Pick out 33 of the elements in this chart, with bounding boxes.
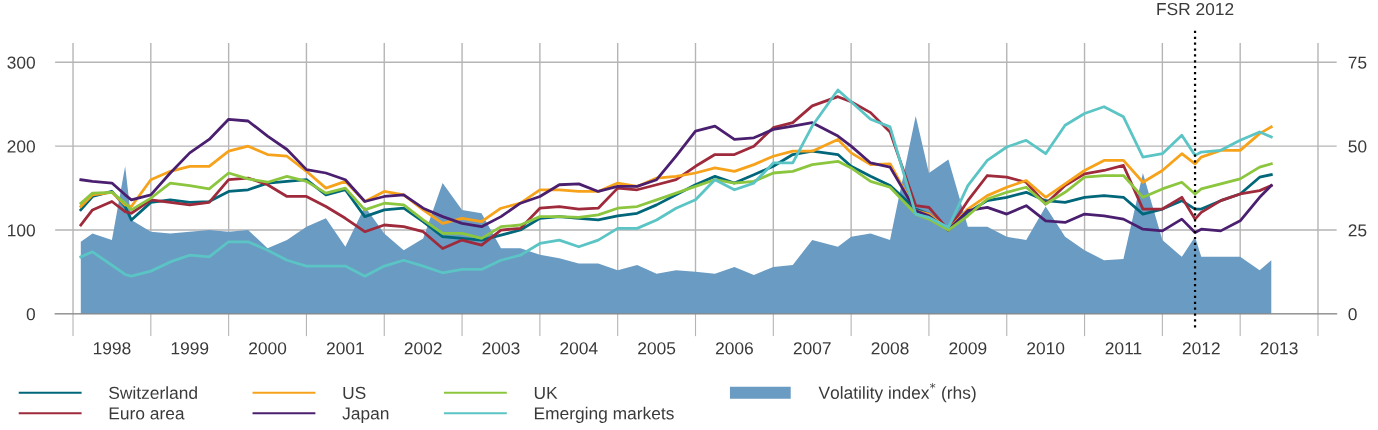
y2-tick-label: 25 (1348, 224, 1367, 237)
x-tick-label: 2011 (1105, 342, 1142, 355)
legend-label: Japan (342, 407, 389, 423)
y-tick-label: 100 (8, 224, 35, 237)
legend-label: US (343, 386, 366, 400)
x-tick-label: 2005 (638, 342, 676, 355)
x-tick-label: 2012 (1182, 342, 1220, 355)
x-tick-label: 2000 (249, 342, 287, 355)
x-tick-label: 1998 (93, 342, 131, 355)
legend-label: Switzerland (109, 386, 197, 400)
x-tick-label: 2009 (949, 342, 987, 355)
y2-tick-label: 0 (1348, 308, 1357, 321)
line-series (79, 88, 1273, 278)
x-tick-label: 2007 (793, 342, 831, 355)
x-tick-label: 2013 (1260, 342, 1298, 355)
y2-tick-label: 50 (1348, 140, 1367, 153)
x-tick-label: 2004 (560, 342, 598, 355)
x-tick-label: 1999 (171, 342, 209, 355)
x-tick-label: 2001 (326, 342, 364, 355)
x-tick-label: 2008 (871, 342, 909, 355)
x-tick-label: 2003 (482, 342, 520, 355)
x-tick-label: 2010 (1027, 342, 1065, 355)
legend-label: Emerging markets (534, 406, 674, 423)
legend-label: Euro area (109, 407, 185, 420)
legend-label: Volatility index$^{*}$ (rhs) (818, 383, 976, 403)
x-tick-label: 2006 (715, 342, 753, 355)
x-tick-label: 2002 (404, 342, 442, 355)
y2-tick-label: 75 (1348, 56, 1367, 69)
y-tick-label: 300 (7, 56, 35, 69)
y-tick-label: 200 (7, 140, 35, 153)
y-tick-label: 0 (26, 308, 35, 321)
ref-line-label: FSR 2012 (1157, 2, 1234, 16)
legend-label: UK (534, 386, 558, 400)
